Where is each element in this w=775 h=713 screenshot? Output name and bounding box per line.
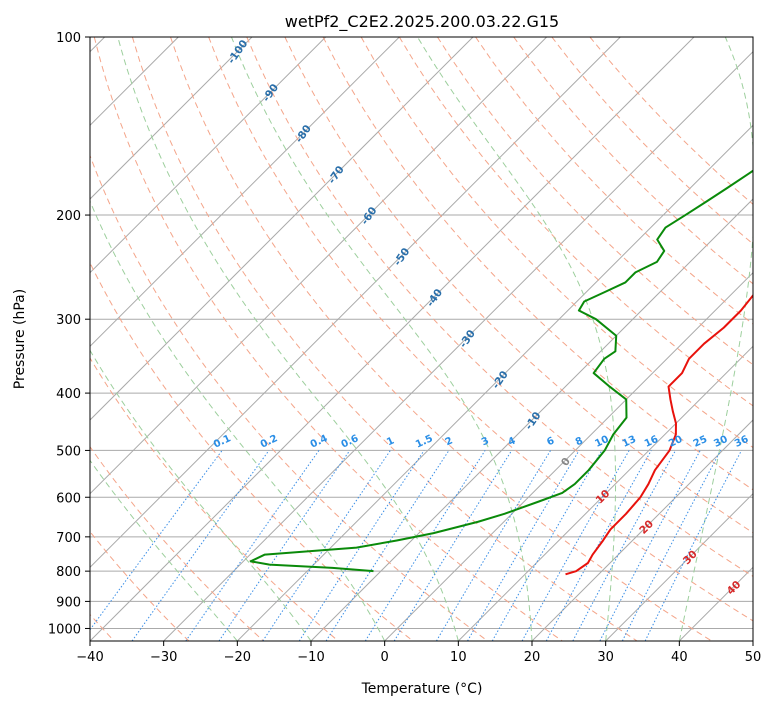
mixing-ratio-line bbox=[644, 450, 742, 641]
mixing-ratio-line bbox=[131, 450, 270, 641]
mixing-ratio-label: 1 bbox=[385, 435, 396, 448]
plot-background bbox=[90, 37, 753, 641]
mixing-ratio-label: 8 bbox=[574, 435, 585, 448]
x-tick-label: −30 bbox=[150, 650, 177, 665]
mixing-ratio-line bbox=[521, 450, 630, 641]
plot-frame bbox=[89, 36, 754, 642]
isotherm-line bbox=[90, 37, 548, 495]
mixing-ratio-line bbox=[364, 450, 486, 641]
dry-adiabat-line bbox=[208, 37, 753, 622]
x-tick-label: 0 bbox=[381, 650, 389, 665]
moist-adiabat-line bbox=[678, 37, 753, 641]
y-tick-label: 100 bbox=[56, 31, 81, 46]
dry-adiabat-line bbox=[437, 37, 753, 366]
isotherm-line bbox=[90, 37, 327, 274]
isotherm-line bbox=[605, 492, 753, 641]
isotherm-line bbox=[163, 50, 753, 641]
dry-adiabats bbox=[90, 37, 753, 641]
moist-adiabat-line bbox=[417, 37, 617, 641]
chart-title: wetPf2_C2E2.2025.200.03.22.G15 bbox=[285, 12, 559, 32]
dry-adiabat-line bbox=[131, 37, 638, 641]
mixing-ratio-line bbox=[325, 450, 450, 641]
isotherm-line bbox=[90, 37, 253, 200]
isobar-grid bbox=[90, 37, 753, 629]
y-tick-label: 400 bbox=[56, 387, 81, 402]
isotherm-line bbox=[90, 37, 695, 641]
dry-adiabat-line bbox=[90, 261, 414, 641]
x-tick-label: 10 bbox=[450, 650, 467, 665]
mixing-ratio-line bbox=[393, 450, 513, 641]
y-tick-label: 900 bbox=[56, 595, 81, 610]
moist-adiabat-line bbox=[230, 37, 533, 641]
mixing-ratio-line bbox=[599, 450, 701, 641]
mixing-ratio-label: 25 bbox=[692, 434, 709, 450]
x-tick-label: 20 bbox=[524, 650, 541, 665]
x-axis-label: Temperature (°C) bbox=[361, 681, 483, 697]
isotherm-line bbox=[90, 37, 400, 348]
moist-adiabat-line bbox=[90, 349, 312, 641]
sounding-traces bbox=[249, 169, 753, 576]
isotherm-line bbox=[90, 37, 621, 569]
dry-adiabat-line bbox=[93, 37, 563, 641]
moist-adiabats bbox=[90, 37, 753, 641]
y-tick-label: 800 bbox=[56, 565, 81, 580]
mixing-ratio-line bbox=[298, 450, 425, 641]
x-tick-label: −40 bbox=[76, 650, 103, 665]
mixing-ratio-line bbox=[218, 450, 351, 641]
dry-adiabat-line bbox=[90, 154, 488, 641]
isotherm-line bbox=[457, 345, 753, 641]
x-tick-label: −20 bbox=[224, 650, 251, 665]
dry-adiabat-line bbox=[322, 37, 753, 491]
dry-adiabat-line bbox=[170, 37, 713, 641]
isotherm-line bbox=[236, 124, 753, 641]
mixing-ratio-label: 30 bbox=[712, 434, 729, 450]
isotherm-grid bbox=[90, 37, 753, 641]
dry-adiabat-line bbox=[90, 445, 264, 641]
isotherm-line bbox=[90, 37, 474, 421]
x-tick-label: −10 bbox=[297, 650, 324, 665]
x-tick-label: 40 bbox=[671, 650, 688, 665]
y-tick-label: 600 bbox=[56, 491, 81, 506]
dry-adiabat-line bbox=[513, 37, 753, 285]
mixing-ratio-label: 2 bbox=[444, 435, 455, 448]
y-tick-label: 1000 bbox=[48, 622, 81, 637]
mixing-ratio-line bbox=[262, 450, 391, 641]
mixing-ratio-label: 20 bbox=[667, 434, 684, 450]
temperature-trace bbox=[565, 293, 753, 576]
moist-adiabat-line bbox=[90, 459, 238, 641]
x-tick-label: 30 bbox=[597, 650, 614, 665]
mixing-ratio-line bbox=[90, 450, 223, 631]
mixing-ratio-label: 10 bbox=[593, 434, 610, 450]
mixing-ratio-label: 16 bbox=[643, 434, 660, 450]
y-axis-label: Pressure (hPa) bbox=[12, 289, 28, 389]
y-tick-label: 700 bbox=[56, 531, 81, 546]
isotherm-line bbox=[752, 640, 753, 641]
mixing-ratio-label: 36 bbox=[733, 434, 750, 450]
isotherm-line bbox=[531, 419, 753, 641]
mixing-ratio-label: 3 bbox=[480, 435, 491, 448]
mixing-ratio-label: 4 bbox=[506, 435, 517, 448]
mixing-ratio-line bbox=[621, 450, 722, 641]
y-tick-label: 200 bbox=[56, 209, 81, 224]
x-tick-label: 50 bbox=[745, 650, 762, 665]
x-axis: −40 −30 −20 −10 0 10 20 30 40 50 bbox=[76, 641, 761, 665]
dry-adiabat-line bbox=[246, 37, 753, 577]
dry-adiabat-line bbox=[284, 37, 753, 534]
mixing-ratio-line bbox=[185, 450, 320, 641]
dewpoint-trace bbox=[249, 169, 753, 573]
mixing-ratio-line bbox=[572, 450, 676, 641]
y-tick-label: 300 bbox=[56, 313, 81, 328]
moist-adiabat-line bbox=[117, 37, 459, 641]
y-tick-label: 500 bbox=[56, 444, 81, 459]
mixing-ratio-label: 6 bbox=[545, 435, 556, 448]
mixing-ratio-label: 13 bbox=[621, 434, 638, 450]
moist-adiabat-line bbox=[90, 199, 386, 641]
y-axis: 100 200 300 400 500 600 700 800 900 1000 bbox=[48, 31, 90, 637]
dry-adiabat-line bbox=[475, 37, 753, 325]
isotherm-line bbox=[384, 271, 753, 641]
